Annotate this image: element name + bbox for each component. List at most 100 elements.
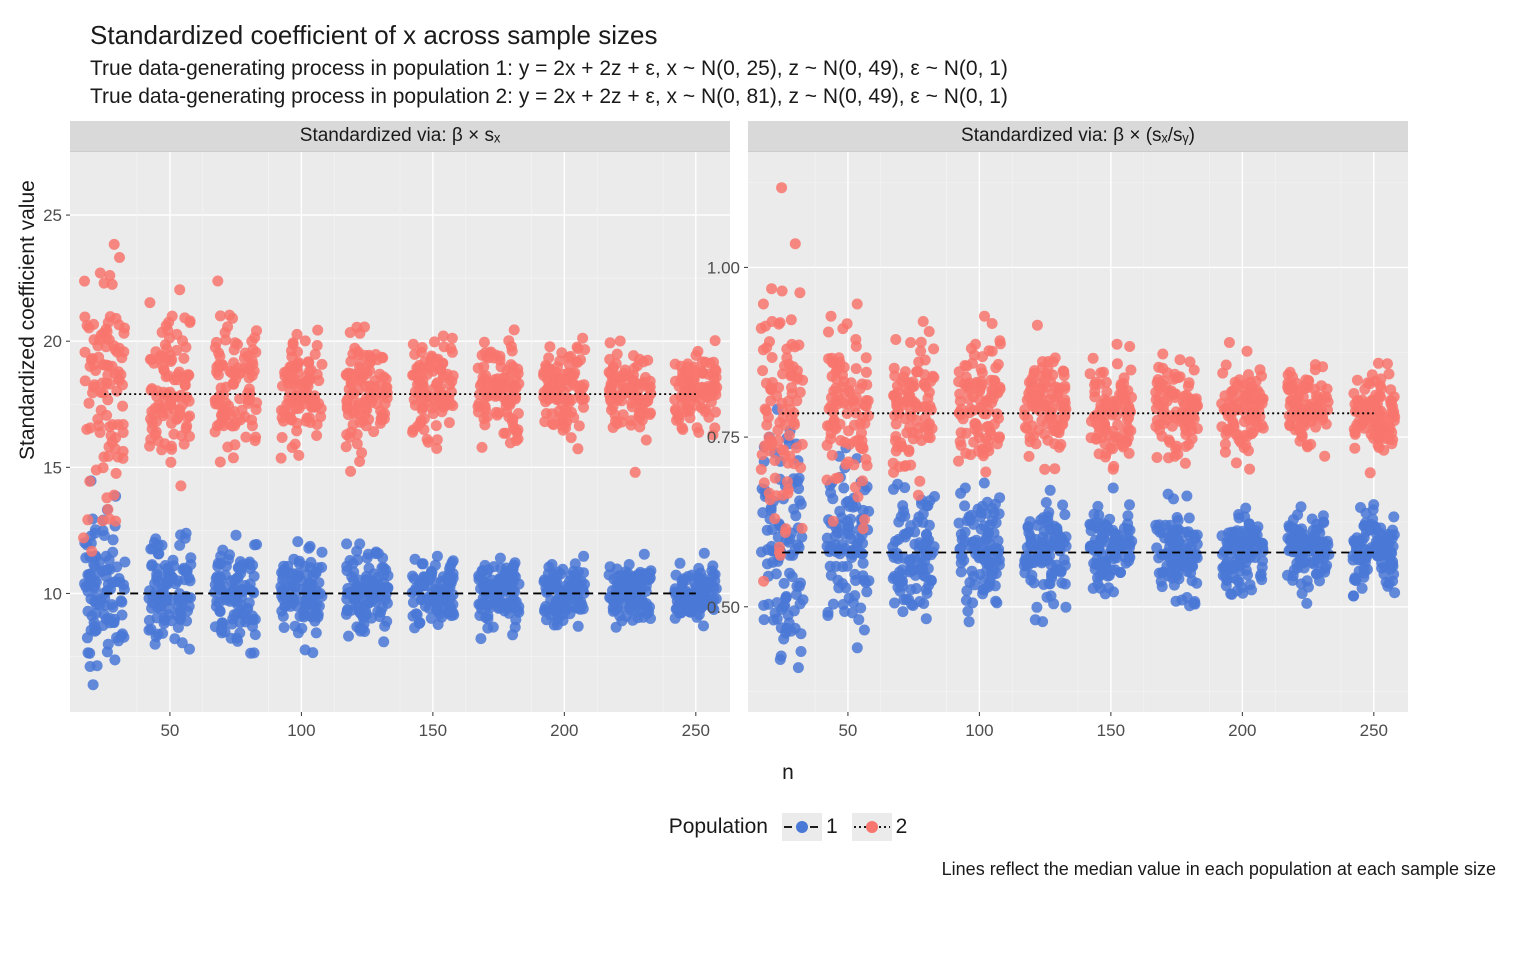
data-point [990,596,1001,607]
data-point [828,516,839,527]
data-point [341,396,352,407]
data-point [1181,491,1192,502]
data-point [917,540,928,551]
data-point [1311,569,1322,580]
data-point [845,533,856,544]
data-point [305,417,316,428]
data-point [1094,428,1105,439]
data-point [769,455,780,466]
data-point [762,558,773,569]
data-point [1350,399,1361,410]
data-point [966,343,977,354]
data-point [1362,406,1373,417]
data-point [641,435,652,446]
data-point [118,427,129,438]
data-point [790,623,801,634]
data-point [1231,457,1242,468]
data-point [892,397,903,408]
data-point [637,404,648,415]
data-point [235,617,246,628]
data-point [375,418,386,429]
data-point [608,377,619,388]
data-point [448,370,459,381]
data-point [480,612,491,623]
data-point [956,558,967,569]
data-point [211,337,222,348]
y-tick-label: 0.75 [707,428,740,447]
data-point [1171,406,1182,417]
data-point [640,372,651,383]
data-point [764,488,775,499]
data-point [352,346,363,357]
data-point [312,325,323,336]
data-point [979,478,990,489]
data-point [843,398,854,409]
data-point [109,239,120,250]
data-point [980,467,991,478]
data-point [157,628,168,639]
data-point [767,377,778,388]
data-point [925,401,936,412]
data-point [1360,553,1371,564]
data-point [232,339,243,350]
data-point [763,599,774,610]
data-point [683,571,694,582]
data-point [835,544,846,555]
data-point [216,410,227,421]
data-point [1191,578,1202,589]
data-point [102,360,113,371]
data-point [778,634,789,645]
data-point [1031,602,1042,613]
data-point [641,586,652,597]
data-point [148,358,159,369]
data-point [83,647,94,658]
data-point [409,622,420,633]
data-point [499,586,510,597]
data-point [861,352,872,363]
data-point [1219,562,1230,573]
data-point [490,391,501,402]
data-point [1088,353,1099,364]
data-point [852,642,863,653]
data-point [227,313,238,324]
data-point [1362,377,1373,388]
data-point [172,575,183,586]
data-point [851,408,862,419]
data-point [309,395,320,406]
data-point [822,610,833,621]
data-point [1348,388,1359,399]
data-point [780,523,791,534]
data-point [110,516,121,527]
data-point [250,629,261,640]
data-point [214,605,225,616]
data-point [893,534,904,545]
data-point [897,606,908,617]
data-point [1256,371,1267,382]
data-point [174,540,185,551]
data-point [794,495,805,506]
data-point [630,395,641,406]
data-point [1112,529,1123,540]
data-point [162,563,173,574]
data-point [220,335,231,346]
data-point [1059,509,1070,520]
data-point [905,520,916,531]
data-point [675,607,686,618]
plot-area: 0.500.751.0050100150200250 [748,152,1408,752]
data-point [889,370,900,381]
data-point [981,508,992,519]
data-point [1387,525,1398,536]
data-point [787,571,798,582]
data-point [1185,567,1196,578]
data-point [822,440,833,451]
data-point [670,590,681,601]
data-point [380,398,391,409]
data-point [981,558,992,569]
data-point [1119,372,1130,383]
data-point [677,424,688,435]
data-point [101,378,112,389]
data-point [1054,442,1065,453]
data-point [912,429,923,440]
data-point [317,547,328,558]
data-point [160,339,171,350]
